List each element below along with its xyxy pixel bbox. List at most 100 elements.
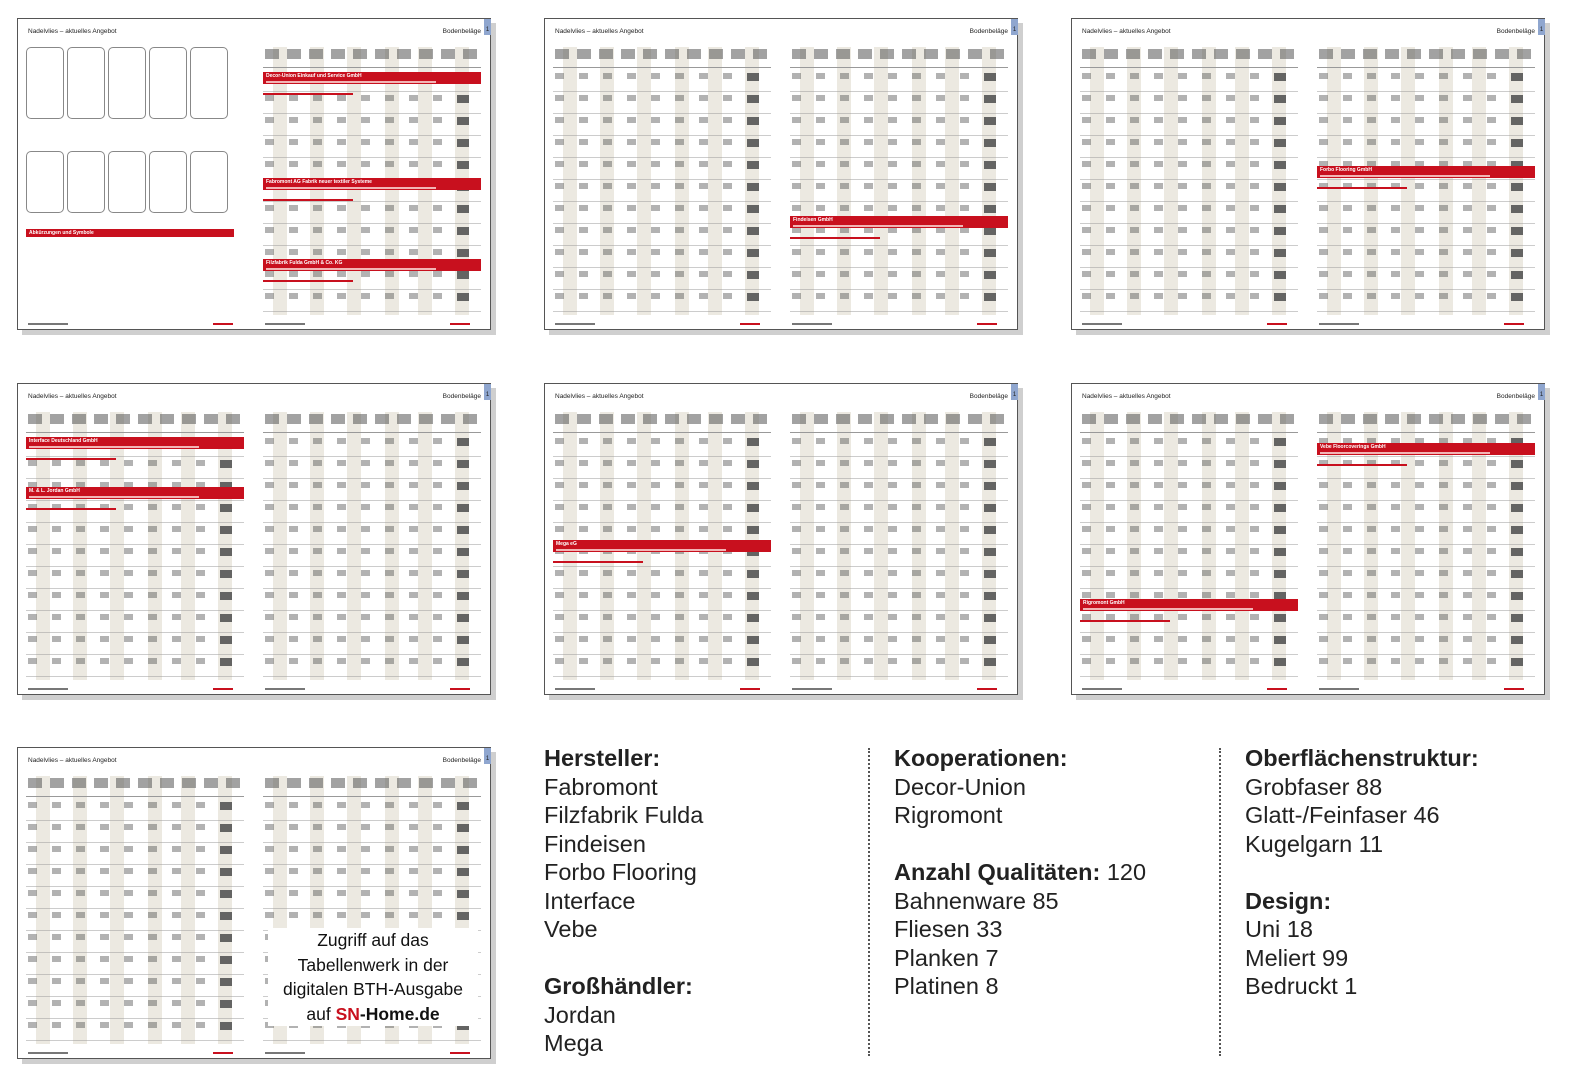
- table-cell-text: [457, 824, 469, 832]
- table-cell-text: [1178, 658, 1187, 664]
- page-spread[interactable]: Nadelvlies – aktuelles Angebot Abkürzunge…: [17, 18, 491, 330]
- page-footer: [1082, 688, 1122, 690]
- page-spread[interactable]: Nadelvlies – aktuelles Angebot Bodenbeläg…: [1071, 18, 1545, 330]
- table-row-rule: [26, 908, 244, 909]
- table-cell-text: [76, 658, 85, 664]
- manufacturer-item: Vebe: [544, 916, 598, 942]
- company-address: [1083, 608, 1253, 610]
- table-row-rule: [26, 930, 244, 931]
- page-spread[interactable]: Nadelvlies – aktuelles Angebot Bodenbeläg…: [17, 747, 491, 1059]
- table-cell-text: [1274, 570, 1286, 578]
- table-cell-text: [1487, 614, 1496, 620]
- table-cell-text: [409, 438, 418, 444]
- table-cell-text: [1439, 570, 1448, 576]
- summary-column-cooperations: Kooperationen: Decor-Union Rigromont Anz…: [894, 744, 1146, 1001]
- table-cell-text: [555, 249, 564, 255]
- table-cell-text: [1391, 117, 1400, 123]
- table-cell-text: [313, 117, 322, 123]
- table-cell-text: [124, 846, 133, 852]
- page-spread[interactable]: Nadelvlies – aktuelles Angebot Interface …: [17, 383, 491, 695]
- column-header-text: [204, 778, 218, 788]
- table-cell-text: [912, 249, 921, 255]
- table-cell-text: [52, 548, 61, 554]
- table-row-rule: [790, 113, 1008, 114]
- table-cell-text: [747, 482, 759, 490]
- right-page: Bodenbeläge 1 Decor-Union Einkauf und Serv…: [255, 19, 491, 329]
- table-cell-text: [1178, 249, 1187, 255]
- table-row-rule: [1080, 632, 1298, 633]
- legend-box: [108, 151, 146, 213]
- table-cell-text: [289, 205, 298, 211]
- column-header-text: [1319, 414, 1333, 424]
- page-spread[interactable]: Nadelvlies – aktuelles Angebot Rigromont …: [1071, 383, 1545, 695]
- table-cell-text: [52, 824, 61, 830]
- table-column-stripe: [273, 412, 287, 680]
- table-cell-text: [960, 570, 969, 576]
- promo-line: auf SN-Home.de: [268, 1002, 478, 1027]
- table-cell-text: [1319, 293, 1328, 299]
- column-header-text: [665, 414, 679, 424]
- page-header: Bodenbeläge: [442, 28, 481, 35]
- table-cell-text: [433, 846, 442, 852]
- table-cell-text: [409, 824, 418, 830]
- table-cell-text: [337, 205, 346, 211]
- page-spread[interactable]: Nadelvlies – aktuelles Angebot Bodenbeläg…: [544, 18, 1018, 330]
- table-cell-text: [627, 636, 636, 642]
- table-cell-text: [840, 592, 849, 598]
- table-cell-text: [1415, 95, 1424, 101]
- table-cell-text: [912, 482, 921, 488]
- table-cell-text: [1391, 658, 1400, 664]
- table-cell-text: [1439, 636, 1448, 642]
- table-cell-text: [792, 161, 801, 167]
- section-tab: 1: [484, 384, 491, 400]
- table-cell-text: [148, 1022, 157, 1028]
- table-cell-text: [792, 482, 801, 488]
- table-cell-text: [651, 293, 660, 299]
- table-cell-text: [1250, 592, 1259, 598]
- table-cell-text: [1226, 460, 1235, 466]
- table-column-stripe: [1364, 412, 1378, 680]
- table-row-rule: [26, 864, 244, 865]
- design-item: Uni 18: [1245, 916, 1313, 942]
- table-cell-text: [936, 592, 945, 598]
- table-cell-text: [699, 570, 708, 576]
- page-header: Nadelvlies – aktuelles Angebot: [28, 757, 117, 764]
- table-cell-text: [555, 293, 564, 299]
- table-cell-text: [1319, 227, 1328, 233]
- table-cell-text: [960, 271, 969, 277]
- right-page: Bodenbeläge 1: [255, 384, 491, 694]
- table-cell-text: [289, 614, 298, 620]
- table-cell-text: [603, 205, 612, 211]
- table-column-stripe: [1472, 412, 1486, 680]
- page-spread[interactable]: Nadelvlies – aktuelles Angebot Mega eG Bod…: [544, 383, 1018, 695]
- table-cell-text: [409, 460, 418, 466]
- column-header-text: [331, 49, 345, 59]
- table-cell-text: [960, 227, 969, 233]
- table-row-rule: [1317, 654, 1535, 655]
- table-cell-text: [1226, 570, 1235, 576]
- table-cell-text: [457, 658, 469, 666]
- table-cell-text: [1154, 658, 1163, 664]
- table-cell-text: [1106, 504, 1115, 510]
- table-cell-text: [555, 205, 564, 211]
- table-cell-text: [864, 293, 873, 299]
- wholesaler-item: Jordan: [544, 1001, 616, 1028]
- column-header-text: [397, 778, 411, 788]
- table-cell-text: [76, 824, 85, 830]
- table-cell-text: [76, 890, 85, 896]
- table-cell-text: [124, 802, 133, 808]
- table-cell-text: [1391, 249, 1400, 255]
- table-cell-text: [361, 293, 370, 299]
- table-cell-text: [76, 956, 85, 962]
- table-cell-text: [792, 183, 801, 189]
- table-cell-text: [124, 1000, 133, 1006]
- table-cell-text: [124, 504, 133, 510]
- table-row-rule: [1317, 478, 1535, 479]
- table-cell-text: [1487, 227, 1496, 233]
- table-cell-text: [912, 73, 921, 79]
- table-cell-text: [1511, 438, 1523, 446]
- table-cell-text: [289, 592, 298, 598]
- table-cell-text: [433, 912, 442, 918]
- table-cell-text: [936, 161, 945, 167]
- company-address: [793, 225, 963, 227]
